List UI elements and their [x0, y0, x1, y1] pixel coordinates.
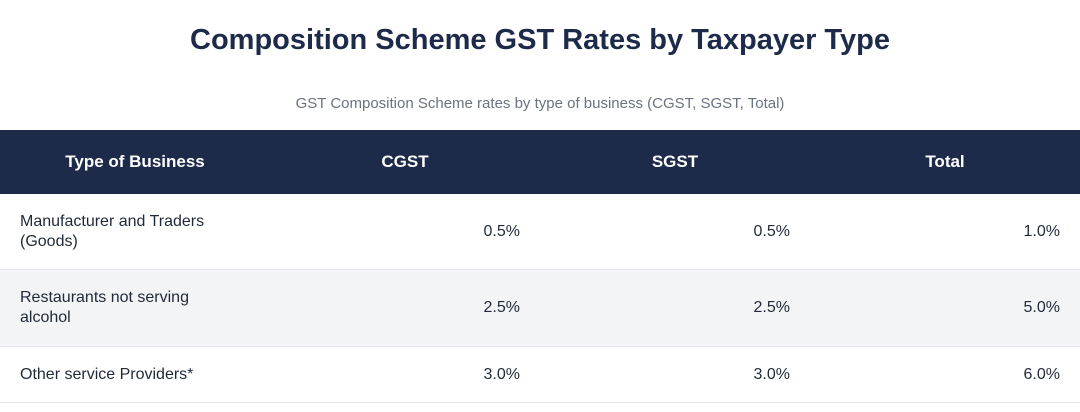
- page-title: Composition Scheme GST Rates by Taxpayer…: [190, 24, 890, 56]
- gst-rates-table: Type of Business CGST SGST Total Manufac…: [0, 130, 1080, 403]
- table-row: Restaurants not serving alcohol 2.5% 2.5…: [0, 269, 1080, 347]
- header-sgst: SGST: [540, 130, 810, 194]
- cgst-cell: 2.5%: [270, 269, 540, 347]
- cgst-cell: 0.5%: [270, 194, 540, 270]
- table-header-row: Type of Business CGST SGST Total: [0, 130, 1080, 194]
- business-cell: Manufacturer and Traders (Goods): [0, 194, 270, 270]
- business-cell: Restaurants not serving alcohol: [0, 269, 270, 347]
- header-cgst: CGST: [270, 130, 540, 194]
- total-cell: 5.0%: [810, 269, 1080, 347]
- total-cell: 6.0%: [810, 346, 1080, 403]
- table-row: Manufacturer and Traders (Goods) 0.5% 0.…: [0, 194, 1080, 270]
- sgst-cell: 3.0%: [540, 346, 810, 403]
- sgst-cell: 2.5%: [540, 269, 810, 347]
- header-total: Total: [810, 130, 1080, 194]
- business-cell: Other service Providers*: [0, 346, 270, 403]
- cgst-cell: 3.0%: [270, 346, 540, 403]
- total-cell: 1.0%: [810, 194, 1080, 270]
- sgst-cell: 0.5%: [540, 194, 810, 270]
- header-type-of-business: Type of Business: [0, 130, 270, 194]
- table-caption: GST Composition Scheme rates by type of …: [295, 95, 785, 112]
- table-row: Other service Providers* 3.0% 3.0% 6.0%: [0, 346, 1080, 403]
